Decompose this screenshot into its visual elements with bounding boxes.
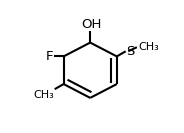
Text: OH: OH <box>81 18 101 31</box>
Text: S: S <box>126 45 135 58</box>
Text: F: F <box>46 50 54 63</box>
Text: CH₃: CH₃ <box>33 90 54 100</box>
Text: CH₃: CH₃ <box>138 42 159 52</box>
